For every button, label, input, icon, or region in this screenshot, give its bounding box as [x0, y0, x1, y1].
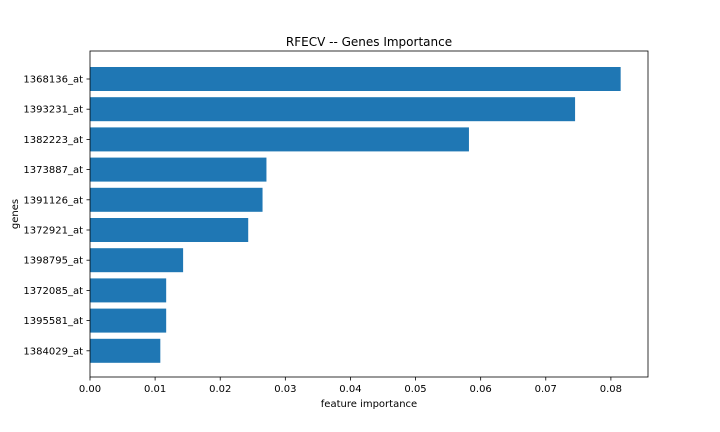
y-tick-label: 1382223_at	[23, 135, 83, 146]
x-tick-label: 0.01	[144, 384, 166, 395]
x-tick-label: 0.03	[274, 384, 296, 395]
bar-1393231_at	[90, 97, 576, 122]
plot-frame	[89, 50, 649, 378]
bar-1398795_at	[90, 248, 184, 273]
bar-1395581_at	[90, 308, 167, 333]
bar-1382223_at	[90, 127, 469, 152]
y-tick-label: 1398795_at	[23, 256, 83, 267]
y-tick-label: 1395581_at	[23, 316, 83, 327]
bar-1391126_at	[90, 187, 263, 212]
x-tick-label: 0.05	[404, 384, 426, 395]
chart-title: RFECV -- Genes Importance	[286, 35, 452, 49]
bar-1368136_at	[90, 67, 621, 91]
x-tick-label: 0.07	[535, 384, 557, 395]
x-tick-label: 0.04	[339, 384, 361, 395]
y-tick-label: 1373887_at	[23, 165, 83, 176]
bar-1373887_at	[90, 157, 267, 182]
bar-1372921_at	[90, 218, 249, 242]
y-axis-ticks: 1368136_at 1393231_at 1382223_at 1373887_at…	[23, 75, 90, 357]
x-tick-label: 0.08	[600, 384, 622, 395]
y-tick-label: 1372085_at	[23, 286, 83, 297]
bar-1384029_at	[90, 338, 161, 363]
x-axis-label: feature importance	[321, 399, 417, 410]
bar-1372085_at	[90, 278, 167, 303]
y-axis-label: genes	[10, 199, 21, 229]
x-tick-label: 0.00	[79, 384, 101, 395]
x-tick-label: 0.06	[470, 384, 492, 395]
y-tick-label: 1372921_at	[23, 226, 83, 237]
y-tick-label: 1391126_at	[23, 195, 83, 206]
y-tick-label: 1384029_at	[23, 346, 83, 357]
bars-layer	[90, 67, 621, 363]
x-axis-ticks: 0.00 0.01 0.02 0.03 0.04 0.05 0.06 0.07 0.08	[79, 377, 622, 395]
y-tick-label: 1368136_at	[23, 75, 83, 86]
y-tick-label: 1393231_at	[23, 105, 83, 116]
x-tick-label: 0.02	[209, 384, 231, 395]
